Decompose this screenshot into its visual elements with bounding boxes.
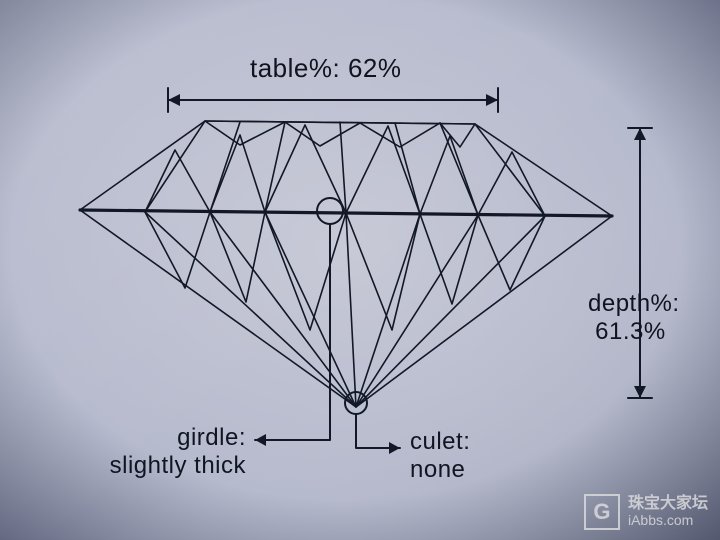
depth-label: depth%: 61.3%: [588, 290, 680, 346]
girdle-label: girdle: slightly thick: [96, 424, 246, 480]
table-label: table%: 62%: [250, 53, 401, 84]
watermark-badge: G: [584, 494, 620, 530]
site-watermark: G 珠宝大家坛 iAbbs.com: [584, 494, 708, 530]
culet-label: culet: none: [410, 428, 470, 484]
watermark-line2: iAbbs.com: [628, 512, 708, 528]
watermark-line1: 珠宝大家坛: [628, 496, 708, 512]
watermark-text: 珠宝大家坛 iAbbs.com: [628, 496, 708, 528]
